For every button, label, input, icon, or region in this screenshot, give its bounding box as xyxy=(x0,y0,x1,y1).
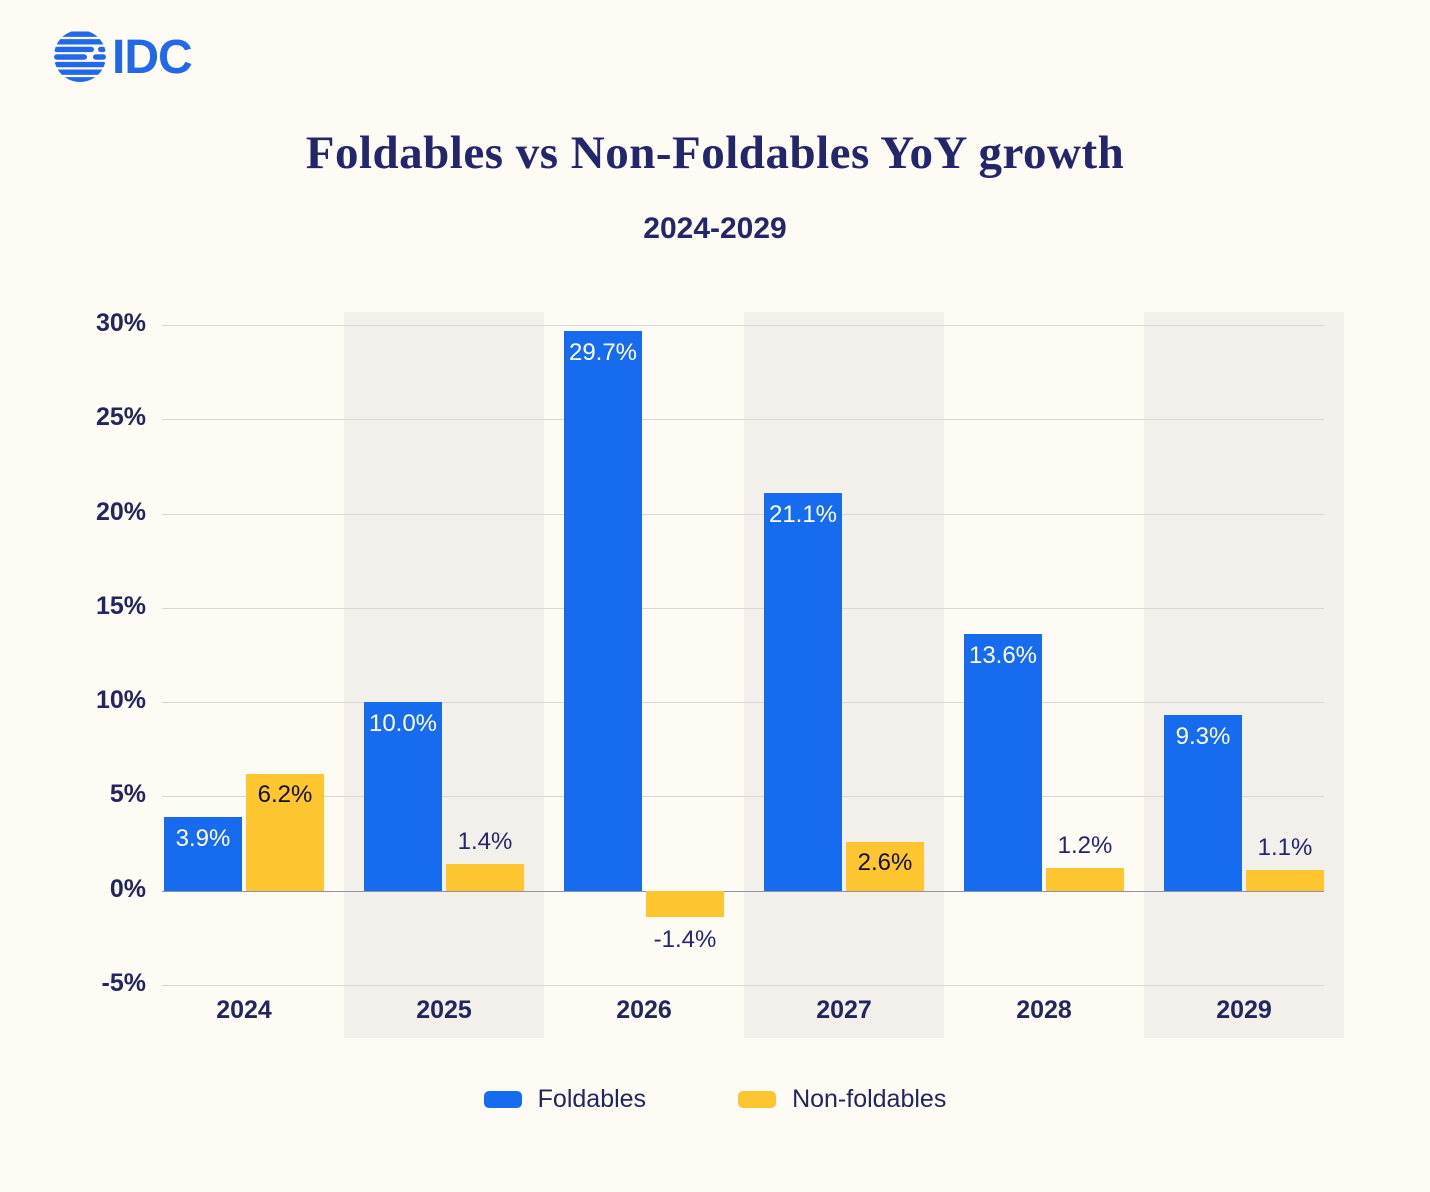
bar-value-label: 10.0% xyxy=(368,710,438,738)
gridline--5 xyxy=(162,985,1324,986)
column-stripe-2029 xyxy=(1144,312,1344,1038)
bar-value-label: 3.9% xyxy=(175,825,231,853)
bar-non-foldables-2029 xyxy=(1246,869,1324,891)
bar-value-label: 2.6% xyxy=(857,848,913,876)
legend-item-non-foldables: Non-foldables xyxy=(738,1085,946,1114)
gridline-5 xyxy=(162,796,1324,798)
chart-legend: Foldables Non-foldables xyxy=(0,1085,1430,1114)
y-axis-tick-label: 30% xyxy=(95,309,146,337)
bar-value-label: 21.1% xyxy=(768,500,838,528)
idc-globe-icon: IDC xyxy=(54,31,193,84)
y-axis-tick-label: 25% xyxy=(95,403,146,432)
y-axis-tick-label: 0% xyxy=(109,874,146,903)
legend-label: Non-foldables xyxy=(792,1085,947,1113)
bar-foldables-2027 xyxy=(764,492,842,891)
bar-value-label: 13.6% xyxy=(968,642,1038,670)
bar-value-label: 1.2% xyxy=(1057,832,1113,860)
bar-value-label: -1.4% xyxy=(653,926,717,954)
x-axis-label-2029: 2029 xyxy=(1216,996,1272,1024)
y-axis-tick-label: 10% xyxy=(95,686,146,715)
bar-value-label: 9.3% xyxy=(1175,723,1231,751)
legend-swatch xyxy=(483,1091,522,1108)
bar-chart-plot-area: 30% 25% 20% 15% 10% 5% 0% -5% 3.9% 10.0% 29.7% 21.1… xyxy=(96,309,1350,1038)
bar-foldables-2029 xyxy=(1164,715,1242,891)
bar-foldables-2025 xyxy=(364,702,442,891)
column-stripe-2025 xyxy=(344,312,544,1038)
bar-foldables-2028 xyxy=(964,634,1042,891)
bar-value-label: 1.1% xyxy=(1257,833,1313,861)
gridline-15 xyxy=(162,607,1324,609)
legend-label: Foldables xyxy=(537,1085,647,1113)
chart-title: Foldables vs Non-Foldables YoY growth xyxy=(305,127,1125,179)
legend-item-foldables: Foldables xyxy=(483,1085,647,1114)
x-axis-label-2025: 2025 xyxy=(416,996,472,1024)
gridline-30 xyxy=(162,325,1324,326)
bar-value-label: 6.2% xyxy=(257,780,313,808)
y-axis-tick-label: 5% xyxy=(109,780,146,809)
x-axis-label-2026: 2026 xyxy=(616,996,672,1024)
gridline-10 xyxy=(162,702,1324,704)
legend-swatch xyxy=(738,1091,777,1108)
bar-non-foldables-2025 xyxy=(446,864,524,891)
bar-non-foldables-2028 xyxy=(1046,868,1124,891)
x-axis-label-2027: 2027 xyxy=(816,996,872,1024)
bar-non-foldables-2027 xyxy=(846,841,924,891)
gridline-20 xyxy=(162,513,1324,515)
bar-value-label: 29.7% xyxy=(568,338,638,366)
y-axis-tick-label: 20% xyxy=(95,497,146,526)
y-axis-tick-label: 15% xyxy=(95,591,146,620)
chart-subtitle: 2024-2029 xyxy=(643,212,787,245)
bar-value-label: 1.4% xyxy=(457,828,513,856)
y-axis-tick-label: -5% xyxy=(101,969,146,997)
gridline-25 xyxy=(162,419,1324,421)
idc-logo: IDC xyxy=(54,31,193,84)
bar-foldables-2026 xyxy=(564,330,642,891)
gridline-0 xyxy=(162,890,1324,892)
bar-non-foldables-2024 xyxy=(246,773,324,891)
idc-logo-text: IDC xyxy=(112,31,192,84)
x-axis-label-2024: 2024 xyxy=(216,996,272,1024)
x-axis-label-2028: 2028 xyxy=(1016,996,1072,1024)
bar-non-foldables-2026 xyxy=(646,890,724,918)
bar-foldables-2024 xyxy=(164,817,242,891)
